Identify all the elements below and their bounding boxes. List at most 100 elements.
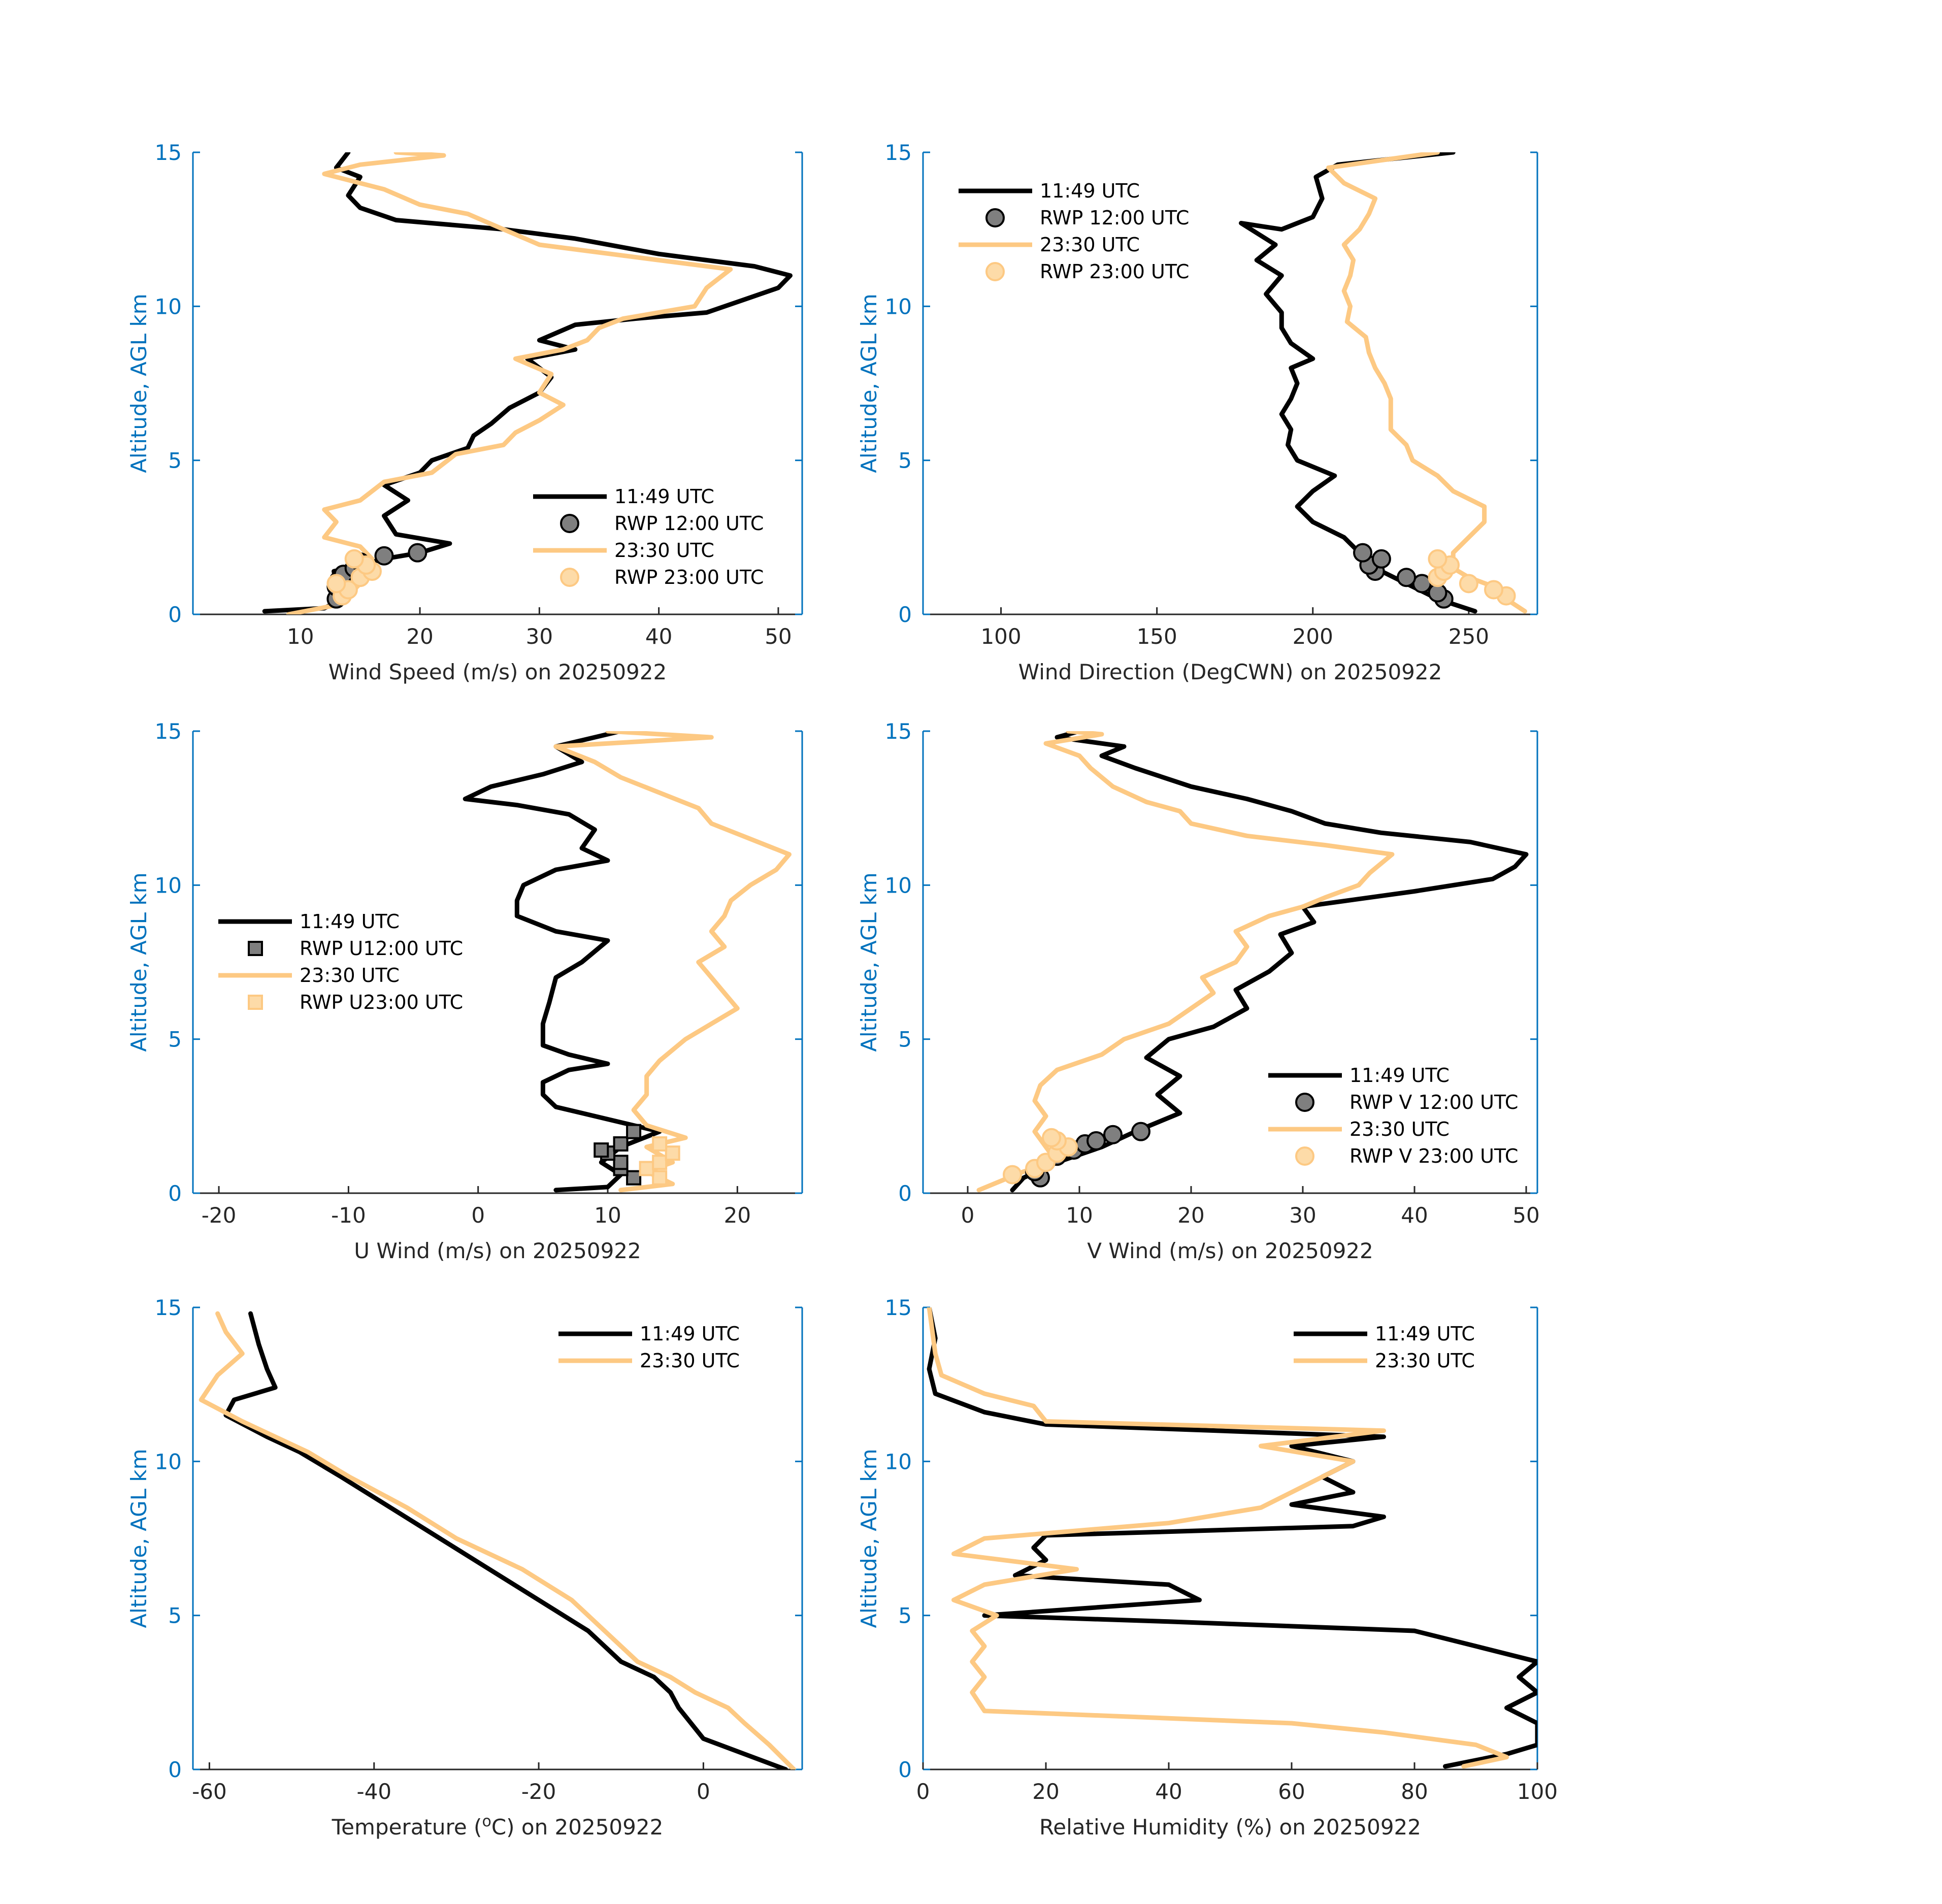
rwp-marker-circle	[1042, 1128, 1061, 1147]
y-tick-label: 5	[168, 448, 182, 473]
y-tick-label: 5	[898, 1603, 912, 1628]
x-tick-label: 30	[1289, 1203, 1316, 1228]
y-tick-label: 0	[898, 1757, 912, 1782]
x-axis-title: Temperature (oC) on 20250922	[332, 1813, 664, 1840]
y-tick-label: 0	[168, 1757, 182, 1782]
y-tick-label: 5	[898, 448, 912, 473]
y-tick-label: 15	[885, 1295, 912, 1320]
y-tick-label: 10	[155, 1449, 182, 1474]
rwp-marker-circle	[1371, 549, 1391, 569]
legend: 11:49 UTC 23:30 UTC	[1294, 1323, 1475, 1372]
chart-panel-wind-speed: 0 5 10 15 10 20 30 40 50 Altitude, AGL km Wind Spe…	[126, 140, 803, 684]
series-line-23-30-utc	[286, 152, 733, 614]
y-tick-label: 5	[898, 1027, 912, 1052]
x-tick-label: 50	[765, 624, 792, 649]
plot-area	[199, 1311, 797, 1769]
y-tick-label: 5	[168, 1027, 182, 1052]
series-line-11-49-utc	[1239, 152, 1477, 614]
legend: 11:49 UTC 23:30 UTC	[558, 1323, 740, 1372]
legend-swatch-circle	[1295, 1093, 1314, 1112]
legend-swatch-circle	[985, 208, 1005, 227]
x-tick-label: -20	[521, 1779, 556, 1804]
x-tick-label: 40	[645, 624, 672, 649]
y-tick-label: 15	[885, 719, 912, 744]
legend-label: RWP U12:00 UTC	[300, 937, 463, 960]
y-axis-title: Altitude, AGL km	[857, 1449, 881, 1628]
x-tick-label: 0	[916, 1779, 930, 1804]
rwp-marker-circle	[1397, 568, 1417, 587]
rwp-marker-circle	[1003, 1165, 1022, 1185]
y-axis-title: Altitude, AGL km	[857, 293, 881, 473]
rwp-marker-circle	[1459, 574, 1478, 594]
chart-panel-temperature: 0 5 10 15 -60 -40 -20 0 Altitude, AGL km Temperat…	[126, 1295, 803, 1840]
rwp-marker-square	[665, 1145, 680, 1161]
rwp-marker-square	[626, 1170, 642, 1186]
legend-swatch-square	[248, 941, 263, 956]
legend: 11:49 UTC RWP V 12:00 UTC 23:30 UTC RWP V 2…	[1268, 1064, 1518, 1167]
legend-swatch-circle	[560, 568, 579, 587]
x-axis-title: Wind Speed (m/s) on 20250922	[328, 660, 667, 684]
legend-label: 11:49 UTC	[1040, 180, 1140, 202]
x-tick-label: -10	[331, 1203, 366, 1228]
legend-label: 11:49 UTC	[1375, 1323, 1475, 1345]
legend-label: 23:30 UTC	[1040, 234, 1140, 256]
plot-area	[976, 731, 1529, 1193]
x-tick-label: 0	[697, 1779, 710, 1804]
y-tick-label: 15	[155, 140, 182, 165]
series-line-23-30-utc	[199, 1311, 797, 1769]
rwp-marker-circle	[1353, 543, 1373, 563]
y-axis-title: Altitude, AGL km	[126, 1449, 151, 1628]
y-tick-label: 0	[168, 1181, 182, 1206]
series-line-23-30-utc	[1326, 152, 1527, 614]
chart-panel-wind-direction: 0 5 10 15 100 150 200 250 Altitude, AGL km Wind D…	[857, 140, 1538, 684]
plot-area	[463, 731, 792, 1193]
x-tick-label: 40	[1401, 1203, 1428, 1228]
rwp-marker-circle	[326, 574, 346, 594]
legend-label: 23:30 UTC	[1349, 1118, 1450, 1140]
y-tick-label: 10	[885, 294, 912, 319]
x-axis-title: U Wind (m/s) on 20250922	[354, 1238, 641, 1263]
x-tick-label: 50	[1512, 1203, 1539, 1228]
legend-label: RWP V 23:00 UTC	[1349, 1145, 1518, 1167]
rwp-marker-circle	[1428, 549, 1447, 569]
x-tick-label: 0	[961, 1203, 975, 1228]
legend-label: RWP U23:00 UTC	[300, 991, 463, 1013]
x-tick-label: 30	[526, 624, 553, 649]
legend-swatch-circle	[1295, 1146, 1314, 1166]
legend-label: 11:49 UTC	[1349, 1064, 1450, 1087]
y-tick-label: 10	[155, 294, 182, 319]
x-tick-label: -60	[192, 1779, 227, 1804]
y-axis-title: Altitude, AGL km	[126, 872, 151, 1052]
series-line-11-49-utc	[463, 731, 662, 1193]
y-tick-label: 0	[168, 602, 182, 627]
x-tick-label: 100	[980, 624, 1021, 649]
legend-label: RWP 12:00 UTC	[614, 512, 764, 535]
y-tick-label: 10	[885, 1449, 912, 1474]
legend-label: 11:49 UTC	[614, 485, 714, 508]
x-tick-label: 10	[287, 624, 314, 649]
y-tick-label: 10	[885, 873, 912, 898]
x-tick-label: 10	[1066, 1203, 1093, 1228]
legend-label: RWP 23:00 UTC	[614, 566, 764, 588]
x-tick-label: 20	[724, 1203, 751, 1228]
legend-label: RWP 12:00 UTC	[1040, 207, 1189, 229]
x-axis-title: Relative Humidity (%) on 20250922	[1039, 1815, 1421, 1840]
series-line-23-30-utc	[553, 731, 792, 1193]
rwp-marker-square	[594, 1142, 609, 1158]
y-axis-title: Altitude, AGL km	[126, 293, 151, 473]
y-tick-label: 0	[898, 602, 912, 627]
rwp-marker-square	[639, 1161, 654, 1176]
x-axis-title: Wind Direction (DegCWN) on 20250922	[1018, 660, 1442, 684]
legend: 11:49 UTC RWP U12:00 UTC 23:30 UTC RWP U23:…	[218, 910, 463, 1013]
legend-label: 11:49 UTC	[300, 910, 400, 933]
chart-panel-relative-humidity: 0 5 10 15 0 20 40 60 80 100 Altitude, AGL km Relati…	[857, 1295, 1558, 1840]
legend: 11:49 UTC RWP 12:00 UTC 23:30 UTC RWP 23:00…	[959, 180, 1189, 283]
rwp-marker-circle	[408, 543, 427, 563]
y-tick-label: 10	[155, 873, 182, 898]
y-tick-label: 0	[898, 1181, 912, 1206]
rwp-marker-circle	[1103, 1125, 1123, 1144]
legend-swatch-circle	[560, 514, 579, 533]
legend-label: 23:30 UTC	[1375, 1350, 1475, 1372]
rwp-marker-square	[652, 1155, 668, 1170]
